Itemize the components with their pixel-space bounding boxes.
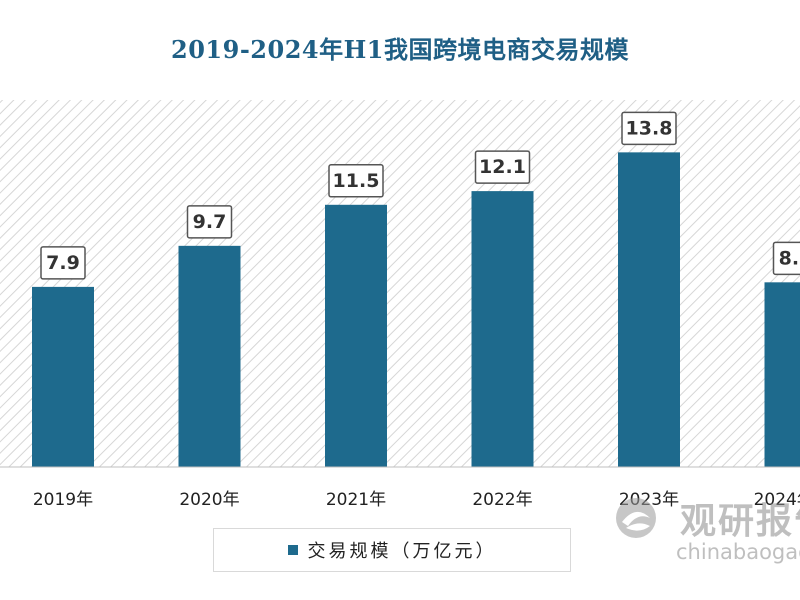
data-label: 7.9 [40,246,86,280]
legend: 交易规模（万亿元） [213,528,571,572]
data-label-box [474,150,531,184]
data-label: 8.1 [772,241,800,276]
data-label: 12.1 [474,150,531,184]
watermark-logo-icon [616,498,656,538]
bar [32,286,94,467]
x-tick-label: 2019年 [33,490,93,510]
legend-swatch [287,545,298,555]
data-label-box [40,246,86,280]
data-label-text: 12.1 [479,156,526,178]
bar [178,245,241,467]
data-label-box [621,111,677,146]
data-label-box [186,205,233,239]
watermark-site: chinabaogao.com [676,540,800,564]
bar [618,152,680,468]
x-tick-label: 2024年H1 [754,490,800,510]
bars-layer [32,152,800,468]
chart-title: 2019-2024年H1我国跨境电商交易规模 [171,35,629,64]
data-label-text: 9.7 [193,211,227,233]
data-label: 13.8 [621,111,677,146]
watermark: 观研报告 chinabaogao.com [610,488,800,578]
bar [471,191,534,467]
data-label-text: 11.5 [333,170,380,192]
bar [764,282,800,467]
labels-layer: 7.9 9.7 11.5 12.1 13.8 8.1 [40,111,800,280]
x-tick-label: 2022年 [472,490,532,510]
data-label-box [772,241,800,276]
data-label-text: 13.8 [626,117,673,139]
bar [325,204,387,468]
x-tick-label: 2021年 [326,490,386,510]
data-label: 9.7 [186,205,233,239]
data-label-text: 7.9 [46,252,80,274]
watermark-brand: 观研报告 [680,501,800,542]
legend-label: 交易规模（万亿元） [307,541,497,562]
data-label-text: 8.1 [779,247,800,269]
data-label-box [328,164,384,198]
data-label: 11.5 [328,164,384,198]
x-tick-label: 2020年 [179,490,239,510]
